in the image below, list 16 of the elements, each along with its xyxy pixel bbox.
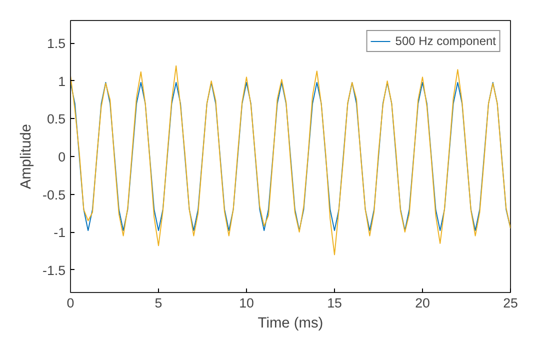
x-tick-label: 15 [327, 296, 342, 310]
y-tick-label: 0 [58, 150, 66, 164]
y-tick-label: 1 [58, 74, 66, 89]
y-tick-label: -1 [54, 225, 66, 240]
x-axis-title: Time (ms) [258, 316, 324, 332]
y-tick-label: 1.5 [46, 36, 66, 52]
y-tick-label: -0.5 [42, 187, 66, 202]
x-tick-label: 10 [239, 296, 254, 310]
line-series [70, 65, 510, 256]
y-tick-label: -1.5 [42, 262, 66, 278]
y-axis-title: Amplitude [18, 124, 35, 190]
y-tick-label: 0.5 [46, 112, 66, 127]
x-tick-label: 5 [154, 296, 162, 310]
x-tick-label: 20 [415, 296, 430, 310]
legend-label: 500 Hz component [395, 34, 496, 48]
x-tick-label: 25 [503, 296, 518, 310]
